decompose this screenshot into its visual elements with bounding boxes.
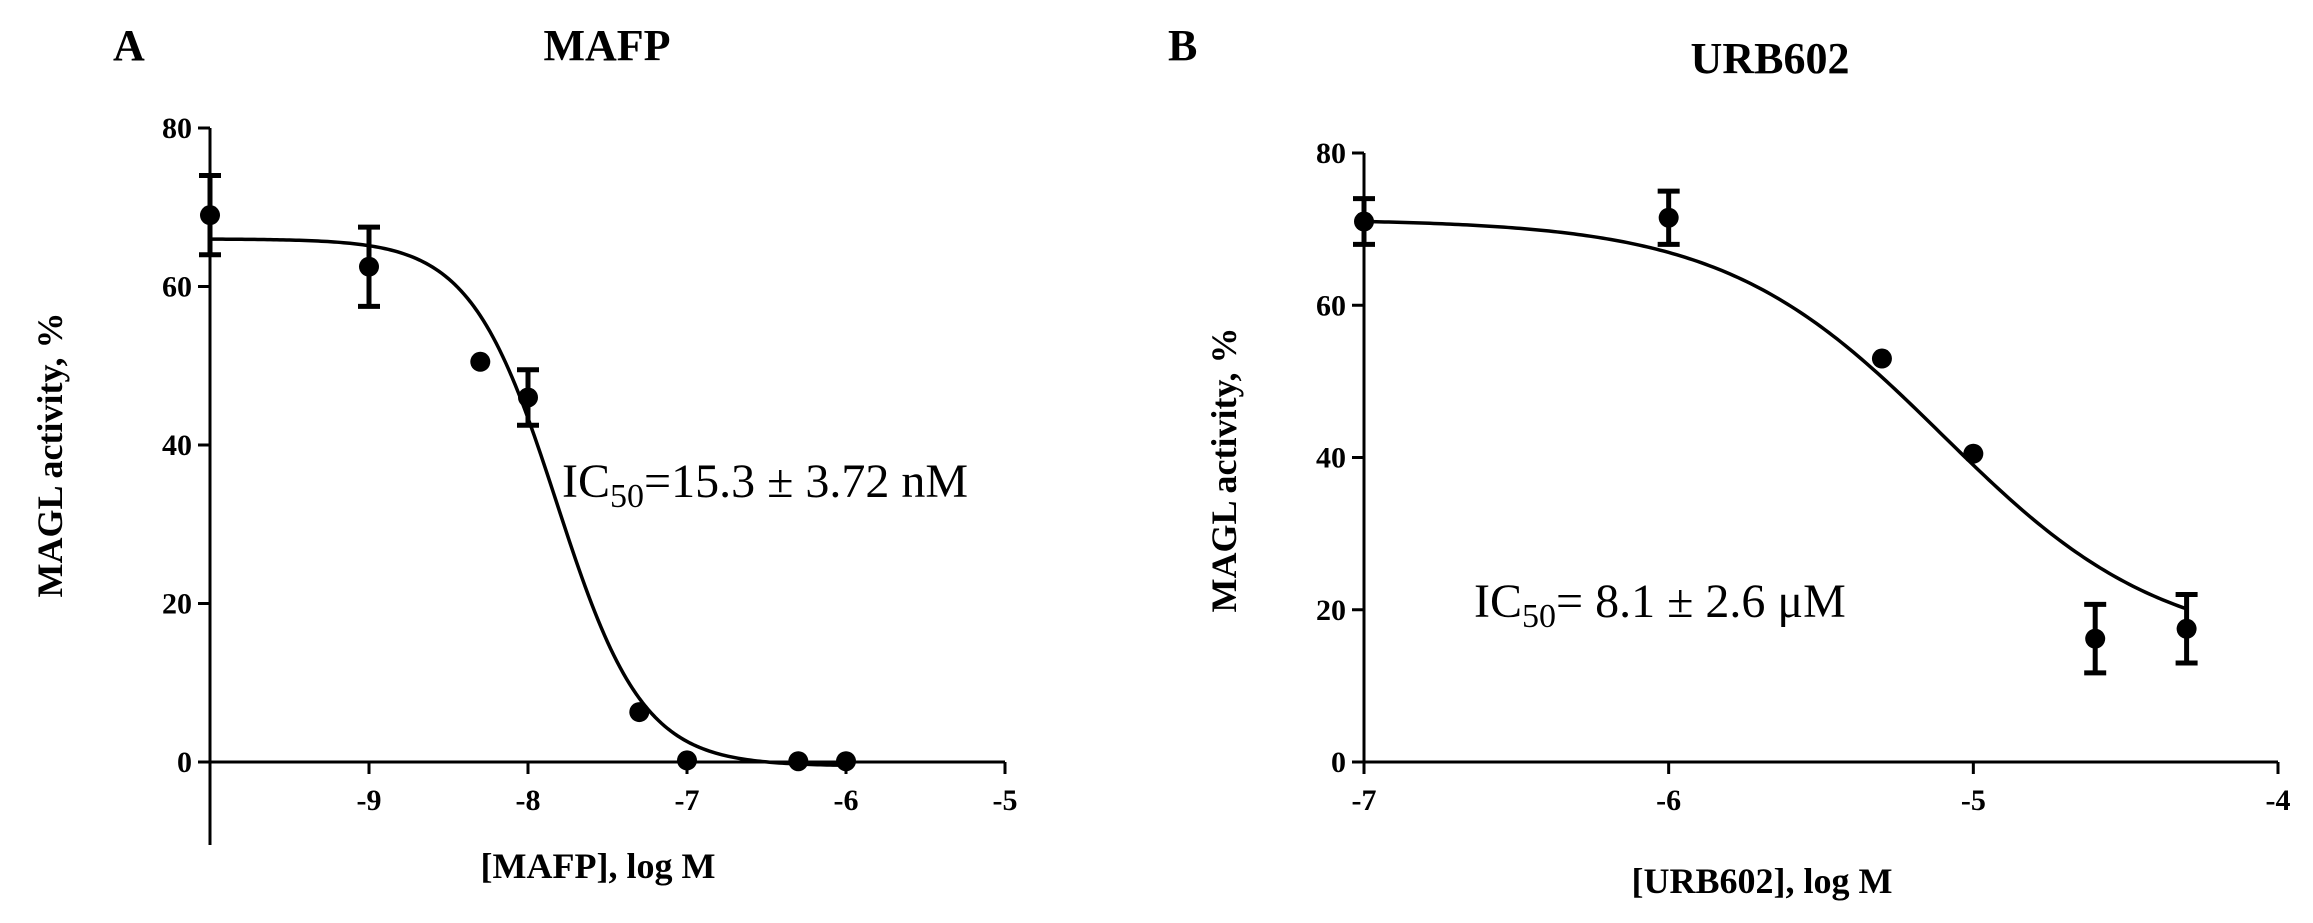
panel-a-marks: [199, 173, 856, 772]
panel-b-fit-curve: [1363, 219, 2188, 611]
panel-a-x-tick-label: -6: [834, 784, 859, 817]
panel-b: B URB602 MAGL activity, % [URB602], log …: [1168, 21, 2291, 901]
panel-b-marks: [1353, 188, 2198, 676]
panel-b-title: URB602: [1691, 34, 1850, 83]
panel-b-ticks: 0 20 40 60 80 -7 -6 -5 -4: [1316, 137, 2291, 817]
panel-a-data-point: [836, 751, 856, 772]
panel-b-ic50-annotation: IC50= 8.1 ± 2.6 μM: [1474, 575, 1846, 635]
panel-a-ticks: 0 20 40 60 80 -9 -8 -7 -6 -5: [162, 112, 1018, 817]
panel-a-x-tick-label: -8: [516, 784, 541, 817]
panel-b-x-axis-label: [URB602], log M: [1632, 861, 1893, 901]
panel-b-data-point: [1871, 348, 1892, 369]
panel-b-y-tick-label: 20: [1316, 594, 1346, 627]
panel-a-data-point: [359, 256, 379, 277]
panel-b-x-tick-label: -7: [1352, 784, 1377, 817]
panel-a-data-point: [788, 751, 809, 772]
panel-a-data-point: [470, 351, 491, 372]
panel-a-ic50-subscript: 50: [610, 478, 644, 515]
panel-b-y-axis-label: MAGL activity, %: [1204, 328, 1244, 613]
panel-b-x-tick-label: -6: [1656, 784, 1681, 817]
panel-b-ic50-subscript: 50: [1522, 598, 1556, 635]
panel-b-x-tick-label: -4: [2266, 784, 2291, 817]
panel-a-y-tick-label: 60: [162, 271, 192, 304]
panel-a-ic50-annotation: IC50=15.3 ± 3.72 nM: [562, 455, 968, 515]
panel-b-data-point: [1963, 443, 1984, 464]
panel-b-y-tick-label: 0: [1331, 746, 1346, 779]
panel-a-data-point: [677, 750, 697, 771]
panel-a-data-point: [518, 387, 538, 408]
panel-a-x-tick-label: -9: [357, 784, 382, 817]
panel-a-data-point: [200, 205, 220, 226]
panel-a-x-tick-label: -5: [993, 784, 1018, 817]
panel-b-y-tick-label: 80: [1316, 137, 1346, 170]
panel-a-ic50-prefix: IC: [562, 455, 610, 508]
panel-b-data-point: [1658, 207, 1679, 228]
panel-a-letter: A: [113, 21, 145, 70]
panel-b-data-point: [2085, 628, 2106, 649]
panel-b-letter: B: [1168, 21, 1197, 70]
panel-a-y-tick-label: 80: [162, 112, 192, 145]
panel-b-data-point: [1354, 211, 1374, 232]
panel-b-ic50-value: = 8.1 ± 2.6 μM: [1556, 575, 1846, 628]
panel-a-y-tick-label: 40: [162, 429, 192, 462]
panel-b-y-tick-label: 40: [1316, 442, 1346, 475]
panel-a-x-axis-label: [MAFP], log M: [481, 846, 716, 886]
panel-a-title: MAFP: [543, 21, 670, 70]
panel-a-y-tick-label: 0: [177, 746, 192, 779]
panel-b-x-tick-label: -5: [1961, 784, 1986, 817]
panel-b-data-point: [2176, 618, 2197, 639]
panel-b-ic50-prefix: IC: [1474, 575, 1522, 628]
panel-a-y-tick-label: 20: [162, 588, 192, 621]
panel-a-ic50-value: =15.3 ± 3.72 nM: [644, 455, 968, 508]
panel-a-x-tick-label: -7: [675, 784, 700, 817]
panel-a-data-point: [629, 702, 650, 723]
panel-a: A MAFP MAGL activity, % [MAFP], log M 0 2…: [30, 21, 1018, 886]
panel-b-axes: [1362, 153, 2278, 764]
panel-a-y-axis-label: MAGL activity, %: [30, 313, 70, 598]
panel-b-y-tick-label: 60: [1316, 289, 1346, 322]
